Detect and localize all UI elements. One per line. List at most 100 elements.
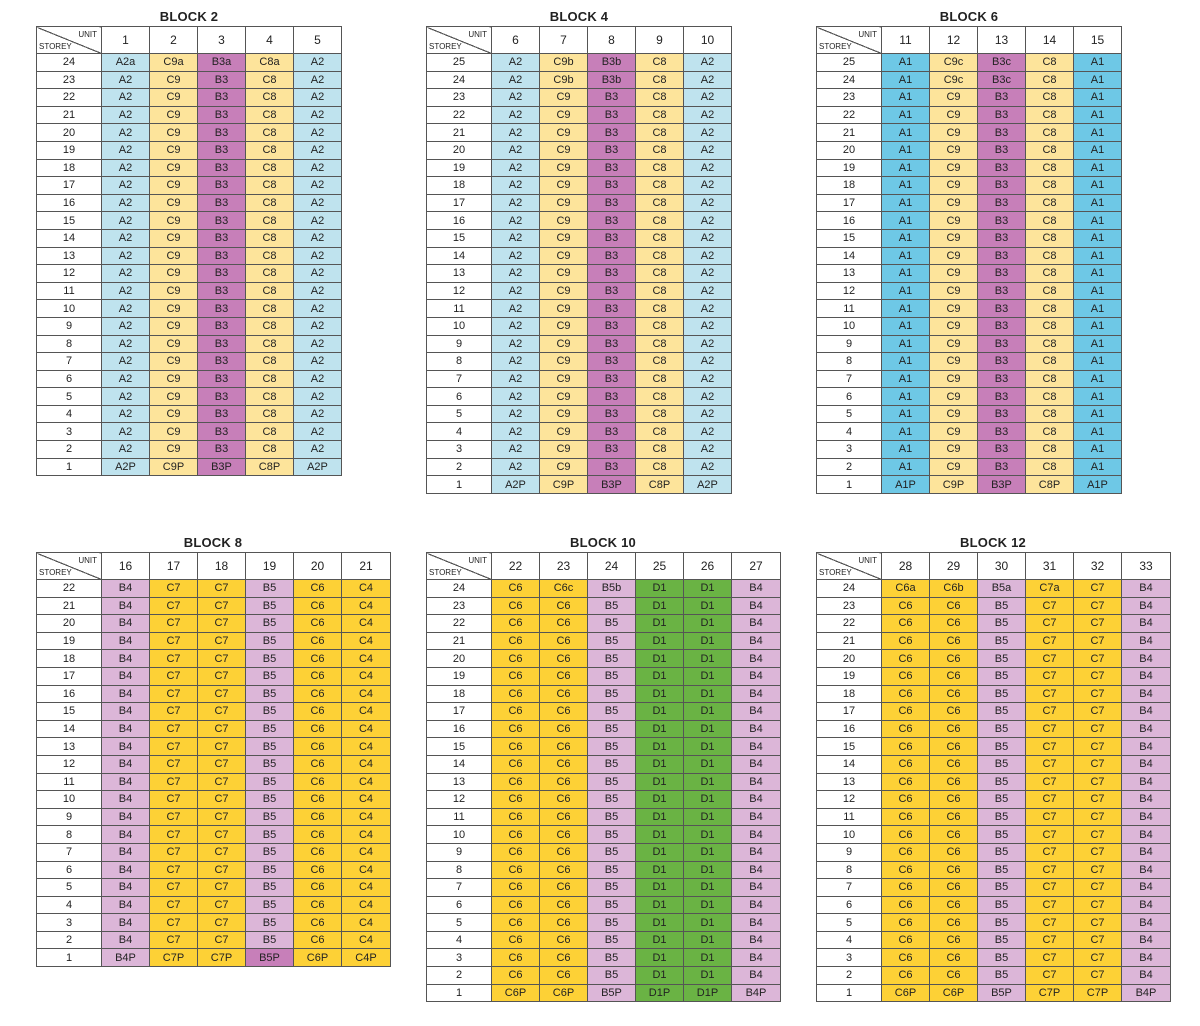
unit-type-cell: D1 — [683, 631, 732, 651]
storey-row: 15 C6 C6 B5 D1 D1 B4 — [426, 737, 781, 756]
unit-type-cell: C6 — [491, 614, 540, 633]
unit-type-cell: B3 — [197, 176, 246, 195]
unit-type-cell: A2 — [683, 422, 732, 442]
storey-number: 18 — [36, 158, 102, 178]
unit-type-cell: C8 — [635, 70, 684, 90]
unit-type-cell: C8 — [1025, 70, 1074, 90]
unit-type-cell: A2 — [101, 70, 150, 90]
unit-type-cell: B4 — [101, 579, 150, 598]
storey-number: 14 — [816, 754, 882, 774]
storey-number: 22 — [426, 614, 492, 633]
unit-type-cell: C7 — [1025, 913, 1074, 932]
storey-number: 14 — [36, 719, 102, 739]
storey-number: 19 — [36, 140, 102, 160]
unit-type-cell: B4 — [101, 790, 150, 809]
unit-type-cell: D1 — [683, 702, 732, 721]
storey-row: 2 A1 C9 B3 C8 A1 — [816, 457, 1122, 477]
storey-row: 24 C6 C6c B5b D1 D1 B4 — [426, 579, 781, 598]
unit-type-cell: C7 — [1073, 702, 1122, 721]
unit-type-cell: C8 — [1025, 352, 1074, 371]
storey-number: 2 — [426, 966, 492, 985]
unit-type-cell: A2 — [683, 105, 732, 125]
unit-type-cell: B4 — [101, 737, 150, 756]
unit-type-cell: C7 — [149, 825, 198, 844]
unit-number: 31 — [1025, 552, 1074, 580]
unit-type-cell: B5 — [977, 719, 1026, 739]
storey-number: 14 — [816, 246, 882, 266]
unit-type-cell: A2 — [491, 246, 540, 266]
unit-number: 24 — [587, 552, 636, 580]
unit-type-cell: C9 — [539, 246, 588, 266]
unit-type-cell: A1 — [881, 176, 930, 195]
unit-type-cell: C8P — [245, 457, 294, 477]
unit-type-cell: C9 — [149, 369, 198, 389]
unit-type-cell: C4 — [341, 772, 391, 792]
storey-number: 22 — [816, 105, 882, 125]
unit-type-cell: C6 — [881, 596, 930, 616]
unit-type-cell: C7 — [197, 895, 246, 915]
unit-type-cell: C6 — [293, 649, 342, 668]
unit-storey-corner: UNIT STOREY — [816, 26, 882, 54]
unit-type-cell: C7 — [1025, 825, 1074, 844]
unit-type-cell: C8 — [245, 158, 294, 178]
unit-type-cell: A2 — [101, 193, 150, 213]
storey-row: 17 A1 C9 B3 C8 A1 — [816, 193, 1122, 213]
unit-type-cell: A2 — [491, 140, 540, 160]
unit-type-cell: C7 — [197, 737, 246, 756]
unit-type-cell: C6 — [929, 754, 978, 774]
storey-number: 2 — [36, 930, 102, 950]
storey-row: 19 A2 C9 B3 C8 A2 — [426, 158, 732, 178]
unit-type-cell: C7 — [1025, 860, 1074, 880]
storey-row: 11 A1 C9 B3 C8 A1 — [816, 299, 1122, 318]
unit-type-cell: B4 — [1121, 913, 1171, 932]
storey-number: 4 — [426, 422, 492, 442]
unit-type-cell: B3 — [197, 334, 246, 354]
unit-type-cell: A2 — [293, 369, 342, 389]
storey-row: 24 A2 C9b B3b C8 A2 — [426, 70, 732, 90]
storey-number: 15 — [426, 228, 492, 248]
storey-row: 18 A2 C9 B3 C8 A2 — [36, 158, 342, 178]
storey-number: 23 — [816, 596, 882, 616]
unit-type-cell: B5 — [587, 895, 636, 915]
storey-number: 7 — [426, 369, 492, 389]
unit-type-cell: C8 — [1025, 457, 1074, 477]
unit-type-cell: A2 — [683, 88, 732, 107]
unit-type-cell: C9 — [149, 281, 198, 301]
unit-type-cell: C6 — [881, 702, 930, 721]
block-10-table: UNIT STOREY 22 23 24 25 26 27 24 C6 C6c B5b D1 D1 B4 23… — [426, 552, 781, 1003]
unit-type-cell: B3 — [197, 264, 246, 283]
storey-row: 12 C6 C6 B5 C7 C7 B4 — [816, 790, 1171, 809]
unit-type-cell: C4 — [341, 807, 391, 827]
unit-type-cell: B5 — [977, 842, 1026, 862]
unit-type-cell: A2 — [683, 123, 732, 142]
storey-number: 5 — [426, 913, 492, 932]
unit-type-cell: B3 — [977, 140, 1026, 160]
storey-row: 21 A2 C9 B3 C8 A2 — [426, 123, 732, 142]
unit-type-cell: A2 — [491, 264, 540, 283]
unit-type-cell: C4 — [341, 754, 391, 774]
unit-number: 9 — [635, 26, 684, 54]
unit-type-cell: C9 — [539, 105, 588, 125]
unit-type-cell: C6P — [491, 983, 540, 1003]
unit-type-cell: C9 — [929, 193, 978, 213]
unit-type-cell: C9 — [149, 88, 198, 107]
storey-row: 5 A1 C9 B3 C8 A1 — [816, 404, 1122, 424]
unit-type-cell: C6 — [539, 596, 588, 616]
unit-type-cell: A2 — [683, 281, 732, 301]
storey-row: 8 B4 C7 C7 B5 C6 C4 — [36, 825, 391, 844]
unit-type-cell: C6 — [881, 930, 930, 950]
unit-type-cell: B5 — [245, 772, 294, 792]
unit-type-cell: B4 — [731, 649, 781, 668]
unit-type-cell: C9 — [539, 281, 588, 301]
storey-row: 19 C6 C6 B5 D1 D1 B4 — [426, 666, 781, 686]
unit-type-cell: C8 — [245, 70, 294, 90]
storey-row: 12 A1 C9 B3 C8 A1 — [816, 281, 1122, 301]
unit-type-cell: A2 — [293, 88, 342, 107]
unit-type-cell: B5 — [587, 719, 636, 739]
unit-type-cell: C6 — [881, 614, 930, 633]
unit-type-cell: A2 — [293, 123, 342, 142]
unit-type-cell: C9 — [539, 176, 588, 195]
unit-type-cell: D1 — [635, 649, 684, 668]
unit-type-cell: C9 — [929, 228, 978, 248]
storey-number: 9 — [426, 334, 492, 354]
